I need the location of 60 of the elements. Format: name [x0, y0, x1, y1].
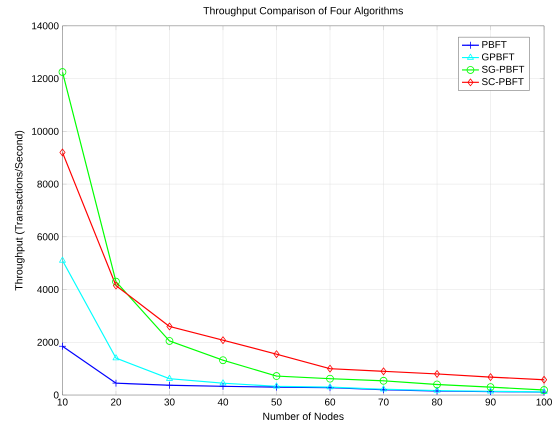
legend-label: PBFT — [482, 41, 507, 48]
point — [59, 148, 66, 156]
x-tick-label: 10 — [58, 398, 68, 406]
point — [112, 354, 120, 360]
point — [112, 379, 120, 388]
point — [219, 382, 227, 390]
point — [433, 380, 441, 388]
point — [486, 383, 494, 392]
point — [272, 372, 280, 380]
point — [326, 374, 334, 383]
y-tick-label: 0 — [54, 392, 59, 399]
y-tick-label: 14000 — [32, 22, 59, 30]
y-axis-title: Throughput (Transactions/Second) — [14, 130, 25, 291]
point — [220, 379, 226, 386]
point — [274, 350, 280, 358]
point — [166, 381, 174, 390]
point — [380, 385, 387, 392]
point — [273, 382, 280, 389]
x-tick-label: 50 — [271, 398, 282, 406]
y-tick-label: 8000 — [37, 180, 59, 188]
point — [434, 386, 440, 393]
point — [380, 386, 388, 394]
point — [166, 322, 172, 330]
point — [166, 374, 173, 381]
y-tick-label: 6000 — [37, 233, 59, 240]
x-tick-label: 90 — [486, 398, 496, 406]
point — [380, 368, 387, 376]
legend-label: GPBFT — [482, 53, 514, 60]
point — [58, 68, 66, 76]
point — [433, 387, 441, 396]
x-tick-label: 40 — [218, 398, 228, 406]
point — [220, 336, 226, 344]
point — [272, 383, 280, 392]
y-tick-label: 10000 — [32, 128, 59, 135]
point — [59, 256, 66, 263]
y-tick-label: 12000 — [32, 75, 59, 82]
point — [112, 278, 120, 286]
legend-label: SG-PBFT — [482, 66, 524, 73]
y-tick-label: 2000 — [37, 338, 59, 346]
y-tick-label: 4000 — [37, 286, 59, 294]
point — [58, 342, 66, 350]
point — [488, 373, 494, 382]
point — [219, 356, 227, 364]
point — [326, 383, 334, 390]
x-axis-title: Number of Nodes — [263, 412, 344, 420]
point — [112, 282, 119, 290]
x-tick-label: 20 — [110, 398, 122, 406]
x-tick-label: 60 — [325, 398, 336, 406]
x-tick-label: 100 — [536, 398, 552, 406]
point — [380, 377, 388, 385]
point — [166, 337, 174, 345]
legend-label: SC-PBFT — [482, 78, 524, 86]
x-tick-label: 30 — [164, 398, 175, 406]
x-tick-label: 70 — [378, 398, 389, 406]
point — [541, 376, 548, 384]
x-tick-label: 80 — [432, 398, 442, 406]
point — [434, 370, 440, 378]
chart-title: Throughput Comparison of Four Algorithms — [203, 6, 403, 17]
point — [327, 364, 334, 373]
point — [326, 384, 334, 392]
